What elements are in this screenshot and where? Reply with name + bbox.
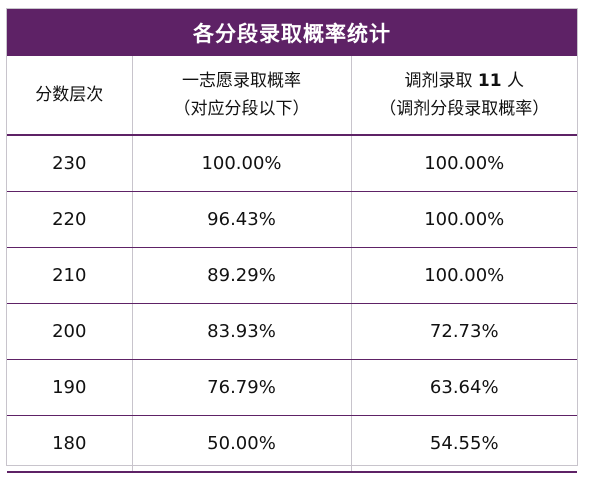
first-choice-cell: 76.79% (131, 359, 351, 416)
admission-table-frame: 各分段录取概率统计 分数层次 一志愿录取概率 （对应分段以下） 调剂录取 11 … (6, 8, 578, 473)
adjusted-cell: 72.73% (350, 303, 577, 360)
adjusted-cell: 100.00% (350, 247, 577, 304)
first-choice-cell: 50.00% (131, 415, 351, 473)
table-row: 200 83.93% 72.73% (7, 303, 577, 360)
table-title: 各分段录取概率统计 (7, 9, 577, 56)
table-row: 210 89.29% 100.00% (7, 247, 577, 304)
table-row: 180 50.00% 54.55% (7, 415, 577, 473)
first-choice-cell: 89.29% (131, 247, 351, 304)
header-adjusted-prefix: 调剂录取 (404, 71, 478, 91)
first-choice-cell: 83.93% (131, 303, 351, 360)
header-row: 分数层次 一志愿录取概率 （对应分段以下） 调剂录取 11 人 （调剂分段录取概… (7, 56, 578, 136)
header-adjusted: 调剂录取 11 人 （调剂分段录取概率） (350, 56, 578, 136)
score-cell: 210 (7, 247, 132, 304)
header-adjusted-suffix: 人 (501, 71, 524, 91)
header-first-choice-line2: （对应分段以下） (173, 99, 310, 119)
score-cell: 230 (7, 135, 132, 192)
first-choice-cell: 96.43% (131, 191, 351, 248)
admission-probability-table: 分数层次 一志愿录取概率 （对应分段以下） 调剂录取 11 人 （调剂分段录取概… (7, 56, 577, 473)
header-first-choice-line1: 一志愿录取概率 (182, 71, 301, 91)
table-row: 230 100.00% 100.00% (7, 135, 577, 192)
header-score-level: 分数层次 (7, 56, 132, 136)
score-cell: 200 (7, 303, 132, 360)
header-adjusted-count: 11 (477, 71, 502, 91)
header-score-level-label: 分数层次 (35, 85, 104, 105)
table-row: 190 76.79% 63.64% (7, 359, 577, 416)
adjusted-cell: 100.00% (350, 191, 577, 248)
score-cell: 190 (7, 359, 132, 416)
header-first-choice: 一志愿录取概率 （对应分段以下） (131, 56, 351, 136)
header-adjusted-line2: （调剂分段录取概率） (379, 99, 550, 119)
score-cell: 180 (7, 415, 132, 473)
table-row: 220 96.43% 100.00% (7, 191, 577, 248)
header-adjusted-line1: 调剂录取 11 人 (352, 67, 578, 95)
first-choice-cell: 100.00% (131, 135, 351, 192)
score-cell: 220 (7, 191, 132, 248)
adjusted-cell: 63.64% (350, 359, 577, 416)
adjusted-cell: 54.55% (350, 415, 577, 473)
adjusted-cell: 100.00% (350, 135, 577, 192)
